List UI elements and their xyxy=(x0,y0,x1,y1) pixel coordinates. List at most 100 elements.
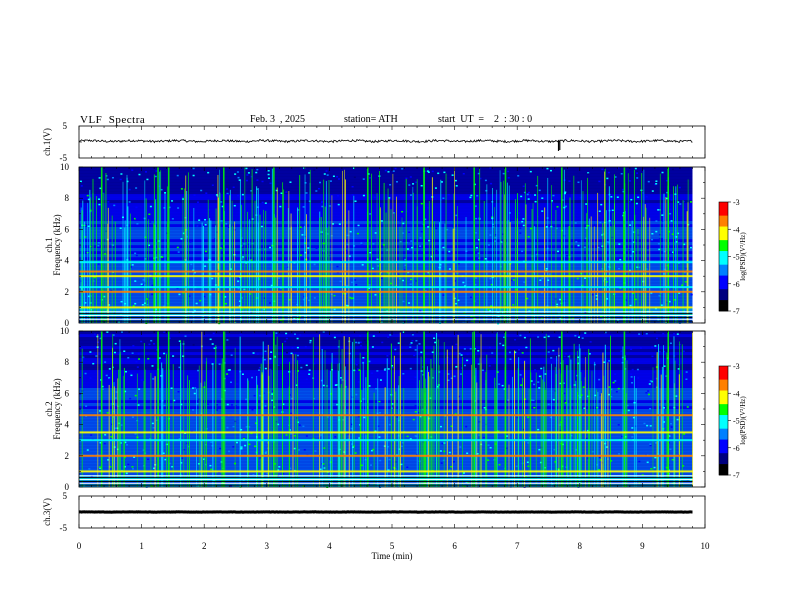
ch2-spectrogram-cell xyxy=(651,346,654,349)
ch1-spectrogram-cell xyxy=(538,189,541,192)
ch1-spectrogram-cell xyxy=(489,277,492,280)
ch2-spectrogram-cell xyxy=(113,405,116,408)
ch1-spectrogram-cell xyxy=(155,256,158,259)
ch1-spectrogram-cell xyxy=(689,246,692,249)
ch2-spectrogram-cell xyxy=(147,458,150,461)
ch1-spectrogram-colorbar-cell xyxy=(719,283,728,287)
ch2-spectrogram-sferic xyxy=(471,332,473,487)
ch1-spectrogram-cell xyxy=(177,251,180,253)
ch1-spectrogram-sferic xyxy=(659,173,661,323)
ch1-spectrogram-cell xyxy=(178,293,181,296)
ch2-spectrogram-cell xyxy=(266,472,269,475)
ch2-spectrogram-cell xyxy=(455,332,458,334)
ch1-spectrogram-cell xyxy=(204,224,207,226)
ch1-spectrogram-cell xyxy=(584,237,587,240)
ch2-spectrogram-cell xyxy=(171,465,174,468)
ch2-spectrogram-row xyxy=(79,358,693,362)
ch2-spectrogram-cell xyxy=(448,469,451,472)
ch1-spectrogram-cell xyxy=(238,179,241,181)
x-tick-label: 5 xyxy=(390,541,395,551)
ch1-spectrogram-colorbar-cell xyxy=(719,289,728,293)
ch2-spectrogram-sferic xyxy=(535,372,537,487)
ch2-spectrogram-sferic xyxy=(660,374,662,487)
ch1-spectrogram-sferic xyxy=(217,197,219,323)
ch1-spectrogram-lf-stripe xyxy=(79,316,693,318)
ch2-spectrogram-cell xyxy=(302,425,305,428)
ch2-spectrogram-row xyxy=(79,424,693,428)
ch2-spectrogram-colorbar-cell xyxy=(719,404,728,408)
ch1-spectrogram-cell xyxy=(333,294,336,297)
ch1-spectrogram-cell xyxy=(618,267,621,270)
ch1-spectrogram-cell xyxy=(131,264,134,266)
ch1-spectrogram-cell xyxy=(207,171,210,174)
ch1-spectrogram-cell xyxy=(622,190,625,193)
ch1-spectrogram-ytick-label: 4 xyxy=(65,256,70,266)
ch1-spectrogram-cell xyxy=(188,295,191,297)
ch2-spectrogram-cell xyxy=(638,460,641,463)
ch1-spectrogram-cell xyxy=(568,256,571,258)
ch2-spectrogram-cell xyxy=(605,446,608,448)
ch2-spectrogram-lf-stripe xyxy=(79,479,693,481)
ch2-spectrogram-cell xyxy=(132,345,135,347)
ch1-spectrogram-sferic xyxy=(145,198,147,323)
ch2-spectrogram-cell xyxy=(163,352,166,355)
ch2-spectrogram-sferic xyxy=(544,389,546,487)
ch2-spectrogram-cell xyxy=(108,368,111,370)
ch1-spectrogram-cell xyxy=(80,185,83,187)
ch2-spectrogram-sferic xyxy=(338,362,340,487)
ch1-spectrogram-cell xyxy=(500,195,503,197)
ch2-spectrogram-cell xyxy=(631,368,634,371)
ch1-spectrogram-sferic xyxy=(290,213,292,323)
ch1-spectrogram-sferic xyxy=(257,188,259,323)
ch2-spectrogram-cell xyxy=(106,331,109,333)
ch1-spectrogram-cell xyxy=(323,173,326,175)
ch2-spectrogram-colorbar-cell xyxy=(719,439,728,443)
ch1-spectrogram-cell xyxy=(216,231,219,233)
ch1-spectrogram-cell xyxy=(557,250,560,253)
ch1-spectrogram-cell xyxy=(446,228,449,231)
ch1-spectrogram-cell xyxy=(158,247,161,250)
ch2-spectrogram-row xyxy=(79,481,693,485)
ch1-spectrogram-cell xyxy=(595,295,598,297)
ch2-spectrogram-cell xyxy=(192,344,195,346)
ch2-spectrogram-colorbar-cell xyxy=(719,366,728,370)
ch2-spectrogram-cell xyxy=(284,340,287,343)
ch1-spectrogram-cell xyxy=(236,171,239,173)
ch2-spectrogram-sferic xyxy=(386,358,388,487)
ch1-spectrogram-cell xyxy=(670,220,673,222)
ch2-spectrogram-cell xyxy=(676,333,679,335)
ch1-spectrogram-colorbar-cell xyxy=(719,278,728,282)
ch2-spectrogram-sferic xyxy=(319,334,321,487)
ch2-spectrogram-cell xyxy=(530,399,533,401)
ch2-spectrogram-cell xyxy=(544,373,547,375)
ch2-spectrogram-row xyxy=(79,460,693,464)
ch1-spectrogram-cell xyxy=(336,265,339,268)
ch2-spectrogram-cell xyxy=(650,380,653,383)
ch1-spectrogram-cell xyxy=(204,265,207,267)
ch2-spectrogram-cell xyxy=(228,375,231,378)
ch1-spectrogram-cell xyxy=(426,170,429,172)
ch2-spectrogram-cell xyxy=(450,465,453,468)
ch2-spectrogram-cell xyxy=(401,441,404,444)
ch2-spectrogram-cell xyxy=(390,407,393,409)
ch1-spectrogram-cell xyxy=(419,250,422,253)
ch1-spectrogram-sferic xyxy=(80,207,82,323)
ch2-spectrogram-cell xyxy=(248,426,251,428)
ch2-spectrogram-event xyxy=(100,331,103,487)
ch2-spectrogram-cell xyxy=(357,381,360,383)
ch2-spectrogram-channel-label: ch.2 xyxy=(44,401,54,416)
ch1-spectrogram-cell xyxy=(195,302,198,305)
ch2-spectrogram-cell xyxy=(631,436,634,438)
ch2-spectrogram-cell xyxy=(370,449,373,452)
ch1-spectrogram-cell xyxy=(403,269,406,271)
ch2-spectrogram-sferic xyxy=(398,385,400,487)
ch2-spectrogram-cell xyxy=(617,424,620,426)
ch2-spectrogram-lf-stripe xyxy=(79,480,693,482)
ch2-spectrogram-sferic xyxy=(431,368,433,487)
ch2-spectrogram-cell xyxy=(131,352,134,354)
ch2-spectrogram-cell xyxy=(411,339,414,342)
ch1-spectrogram-sferic xyxy=(509,222,511,323)
ch1-spectrogram-cell xyxy=(146,178,149,181)
ch2-spectrogram-cell xyxy=(452,461,455,463)
ch1-spectrogram-cell xyxy=(346,285,349,287)
